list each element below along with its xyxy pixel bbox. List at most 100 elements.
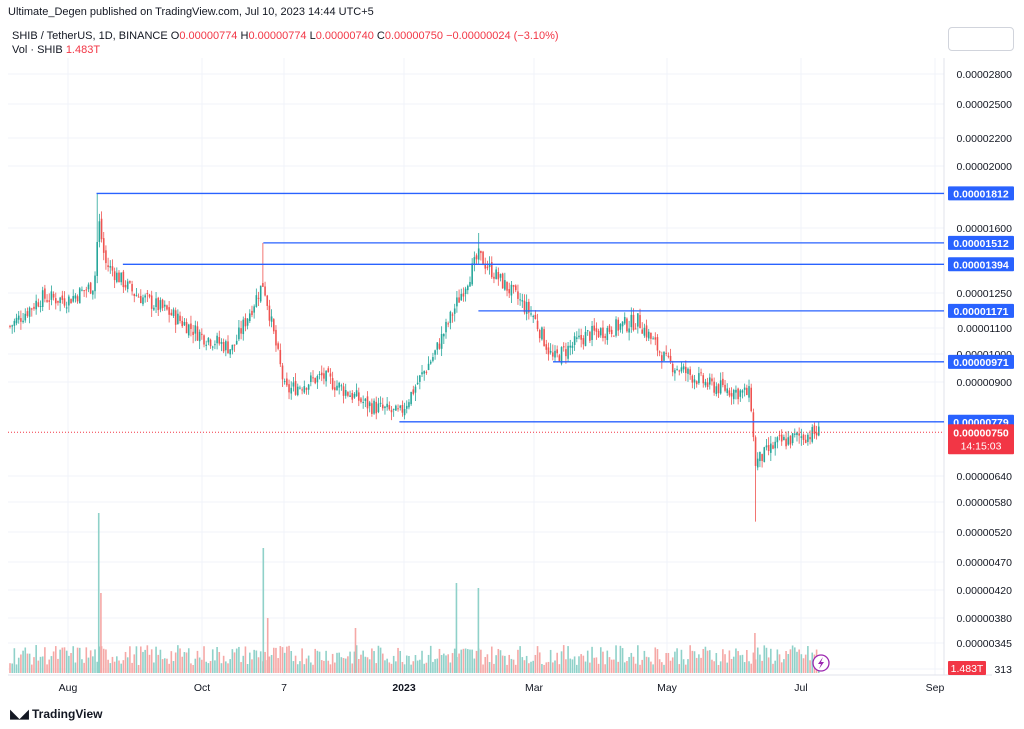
volume-bar	[105, 649, 107, 673]
chart-settings-box[interactable]	[948, 27, 1014, 51]
volume-bar	[750, 663, 752, 673]
candle-body	[161, 299, 164, 308]
price-change: −0.00000024 (−3.10%)	[446, 30, 559, 42]
candle-body	[118, 272, 120, 283]
candle-body	[305, 388, 308, 390]
volume-bar	[288, 645, 290, 673]
volume-label[interactable]: Vol · SHIB	[12, 44, 63, 56]
candle-body	[680, 367, 683, 372]
volume-bar	[124, 651, 127, 673]
candle-body	[783, 436, 785, 441]
candle-body	[473, 257, 476, 265]
level-label: 0.00001812	[953, 188, 1009, 200]
candle-body	[501, 273, 504, 289]
candle-body	[604, 336, 606, 339]
candle-body	[26, 311, 29, 316]
candle-body	[532, 316, 534, 318]
candle-body	[752, 412, 755, 438]
candle-body	[334, 387, 336, 391]
volume-bar	[107, 659, 109, 673]
candle-body	[116, 272, 118, 282]
volume-bar	[235, 648, 238, 673]
candle-body	[647, 331, 650, 339]
candle-body	[87, 284, 90, 290]
level-label: 0.00001171	[954, 306, 1009, 318]
volume-bar	[796, 651, 798, 673]
candle-body	[140, 295, 142, 304]
candle-body	[763, 447, 766, 462]
volume-bar	[639, 664, 641, 673]
candle-body	[443, 334, 445, 337]
volume-bar	[597, 663, 600, 673]
candle-body	[445, 321, 447, 333]
volume-bar	[384, 660, 386, 673]
volume-bar	[501, 655, 504, 673]
candle-body	[789, 435, 792, 445]
candle-body	[28, 307, 31, 317]
plot-area	[8, 58, 944, 675]
candle-body	[159, 300, 162, 310]
candle-body	[475, 255, 478, 260]
volume-bar	[436, 658, 439, 673]
volume-bar	[177, 645, 179, 673]
volume-bar	[650, 661, 652, 673]
volume-bar	[504, 655, 506, 673]
candle-body	[438, 343, 441, 349]
volume-bar	[719, 661, 722, 673]
volume-bar	[218, 652, 221, 673]
symbol-title[interactable]: SHIB / TetherUS, 1D, BINANCE	[12, 30, 168, 42]
volume-bar	[780, 662, 783, 673]
candle-body	[342, 386, 345, 396]
tradingview-brand[interactable]: ◣◢ TradingView	[10, 706, 102, 722]
candle-body	[427, 363, 430, 371]
volume-bar	[97, 513, 100, 673]
candle-body	[150, 295, 153, 309]
candle-body	[691, 375, 694, 383]
candle-body	[791, 433, 794, 444]
volume-bar	[11, 663, 13, 673]
volume-bar	[449, 662, 452, 673]
candle-body	[320, 372, 323, 376]
volume-bar	[678, 664, 681, 673]
volume-bar	[375, 663, 378, 673]
candle-body	[338, 382, 340, 388]
candle-body	[722, 378, 724, 386]
volume-bar	[46, 664, 48, 673]
candle-body	[595, 328, 598, 332]
volume-bar	[682, 659, 685, 673]
volume-bar	[595, 657, 598, 673]
volume-bar	[610, 659, 613, 673]
volume-bar	[571, 659, 574, 673]
candle-body	[48, 300, 51, 302]
volume-bar	[667, 652, 670, 673]
volume-bar	[33, 657, 35, 673]
lightning-icon[interactable]	[812, 654, 830, 672]
volume-bar	[118, 660, 120, 673]
price-chart[interactable]: 0.00002800 0.00002500 0.00002200 0.00002000…	[0, 0, 1024, 700]
candle-body	[508, 289, 511, 294]
candle-body	[656, 337, 659, 351]
candle-body	[229, 349, 231, 355]
candle-body	[92, 290, 94, 295]
candle-body	[554, 350, 556, 358]
candle-body	[120, 272, 122, 283]
volume-bar	[220, 663, 223, 673]
volume-bar	[198, 657, 201, 673]
candle-body	[650, 332, 652, 339]
candle-body	[35, 300, 37, 310]
candle-body	[728, 390, 731, 396]
volume-bar	[499, 650, 502, 673]
candle-body	[126, 281, 129, 290]
volume-bar	[514, 664, 517, 673]
candle-body	[235, 340, 238, 345]
candle-body	[262, 283, 264, 287]
candle-body	[661, 355, 663, 363]
volume-bar	[698, 654, 700, 673]
volume-bar	[39, 656, 42, 673]
candle-body	[242, 319, 245, 335]
candle-body	[153, 307, 155, 310]
candle-body	[493, 276, 495, 279]
volume-bar	[342, 658, 345, 673]
volume-bar	[163, 658, 166, 673]
volume-bar	[521, 657, 524, 673]
